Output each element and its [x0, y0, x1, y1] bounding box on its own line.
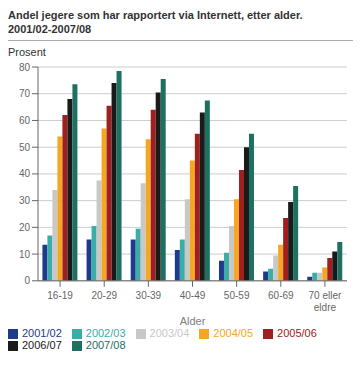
svg-text:80: 80 [19, 62, 31, 73]
html-text:2002/03: 2002/03 [85, 326, 126, 339]
html-text:2001/02: 2001/02 [22, 326, 62, 339]
svg-text:0: 0 [24, 275, 30, 286]
svg-text:70: 70 [19, 88, 31, 99]
html-text:2001/02-2007/08: 2001/02-2007/08 [8, 23, 92, 35]
svg-text:70 ellereldre: 70 ellereldre [309, 290, 342, 313]
svg-text:40: 40 [19, 168, 31, 179]
svg-text:30-39: 30-39 [136, 290, 162, 301]
html-text:2003/04: 2003/04 [149, 326, 190, 339]
svg-text:20: 20 [19, 222, 31, 233]
html-text:2006/07: 2006/07 [22, 338, 62, 351]
svg-text:50: 50 [19, 142, 31, 153]
svg-text:20-29: 20-29 [91, 290, 117, 301]
html-text:Andel jegere som har rapporter: Andel jegere som har rapportert via Inte… [8, 9, 303, 21]
svg-text:16-19: 16-19 [47, 290, 73, 301]
svg-text:10: 10 [19, 249, 31, 260]
html-text:2005/06: 2005/06 [277, 326, 317, 339]
svg-text:40-49: 40-49 [180, 290, 206, 301]
svg-text:Alder: Alder [180, 315, 206, 327]
html-text:Prosent: Prosent [8, 46, 46, 58]
svg-text:30: 30 [19, 195, 31, 206]
html-text:2004/05: 2004/05 [213, 326, 254, 339]
svg-text:50-59: 50-59 [224, 290, 250, 301]
svg-text:60-69: 60-69 [268, 290, 294, 301]
svg-text:60: 60 [19, 115, 31, 126]
html-text:2007/08: 2007/08 [85, 338, 126, 351]
